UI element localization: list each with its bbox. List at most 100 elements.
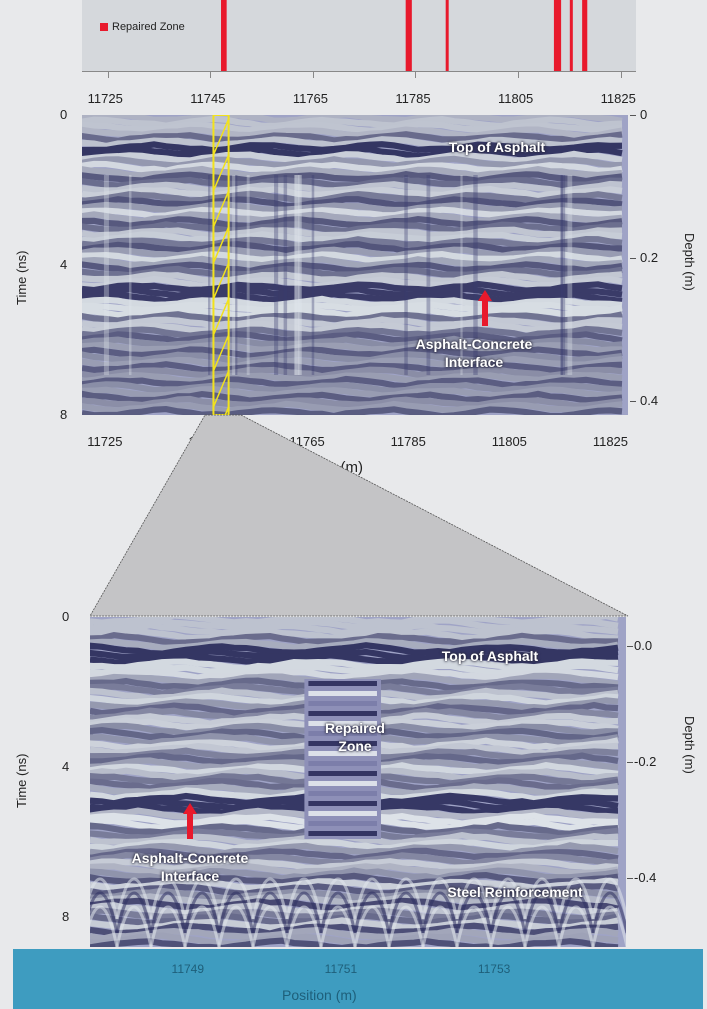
- overview-y2-tick: 0: [640, 107, 648, 122]
- rebar-hyperbola: [523, 891, 561, 934]
- gpr-vertical-streak: [274, 175, 279, 375]
- gpr-overview-panel: Top of Asphalt Asphalt-Concrete Interfac…: [82, 115, 628, 415]
- overview-y-label: Time (ns): [14, 250, 29, 305]
- repaired-zone-band: [308, 701, 377, 706]
- rebar-hyperbola: [115, 905, 153, 947]
- rebar-hyperbola: [523, 877, 561, 920]
- zoom-x-tick: 11751: [324, 962, 358, 976]
- rebar-hyperbola: [115, 877, 153, 920]
- gpr-reflection-band: [82, 115, 623, 130]
- rebar-hyperbola: [591, 891, 626, 934]
- highlight-hatch: [212, 226, 230, 264]
- zoom-x-tick: 11749: [171, 962, 205, 976]
- repaired-zone-band: [308, 801, 377, 806]
- overview-y-tick: 0: [60, 107, 68, 122]
- rebar-hyperbola: [421, 891, 459, 934]
- gpr-vertical-streak: [473, 175, 478, 375]
- legend-label: Repaired Zone: [112, 21, 185, 33]
- repaired-zone-bar: [445, 0, 449, 71]
- rebar-hyperbola: [217, 891, 255, 934]
- gpr-reflection-band: [90, 647, 619, 662]
- rebar-hyperbola: [591, 905, 626, 947]
- gpr-reflection-band: [90, 617, 619, 632]
- gpr-reflection-band: [82, 255, 623, 269]
- annotation-steel-reinforcement: Steel Reinforcement: [447, 884, 583, 900]
- rebar-hyperbola: [591, 877, 626, 920]
- repaired-zone-band: [308, 781, 377, 786]
- gpr-reflection-band: [82, 386, 623, 399]
- zoom-x-label: Position (m): [282, 987, 357, 1003]
- rebar-hyperbola: [353, 891, 391, 934]
- gpr-vertical-streak: [294, 175, 298, 375]
- gpr-zoom-panel: Top of Asphalt Repaired Zone Asphalt-Con…: [90, 617, 626, 947]
- rebar-hyperbola: [421, 877, 459, 920]
- highlight-hatch: [212, 154, 230, 192]
- repaired-zone-bars: [221, 0, 588, 71]
- overview-x-tick: 11825: [592, 434, 629, 449]
- highlight-hatch: [212, 118, 230, 156]
- gpr-reflection-band: [82, 190, 623, 205]
- zoom-y2-tick: -0.4: [634, 869, 657, 885]
- gpr-vertical-streak: [311, 175, 315, 375]
- gpr-reflection-band: [82, 241, 623, 255]
- tick-mark: [415, 71, 417, 78]
- gpr-reflection-band: [90, 862, 619, 877]
- gpr-reflection-band: [82, 346, 623, 360]
- annotation-asphalt-concrete-interface: Asphalt-Concrete Interface: [404, 335, 544, 371]
- rebar-hyperbola: [285, 891, 323, 934]
- zoom-y2-tick: 0.0: [634, 637, 653, 653]
- gpr-reflection-band: [82, 306, 623, 319]
- repaired-zone-band: [308, 821, 377, 826]
- highlight-hatch: [212, 190, 230, 228]
- overview-x-tick: 11765: [289, 434, 325, 449]
- gpr-reflection-band: [82, 395, 623, 409]
- rebar-hyperbola: [217, 877, 255, 920]
- gpr-vertical-streak: [297, 175, 302, 375]
- zoom-y-tick: 8: [62, 909, 70, 924]
- gpr-reflection-band: [90, 627, 619, 642]
- tick-mark: [630, 400, 636, 402]
- rebar-hyperbola: [149, 891, 187, 934]
- gpr-vertical-streak: [128, 175, 132, 375]
- rebar-hyperbola: [183, 891, 221, 934]
- rebar-hyperbola: [285, 877, 323, 920]
- tick-mark: [518, 71, 520, 78]
- gpr-reflection-band: [82, 301, 623, 314]
- repaired-zone-band: [308, 791, 377, 796]
- rebar-hyperbola: [387, 877, 425, 920]
- repaired-zone-band: [308, 761, 377, 766]
- highlight-hatch: [212, 370, 230, 408]
- gpr-reflection-band: [82, 126, 623, 140]
- rebar-hyperbola: [353, 877, 391, 920]
- repaired-zone-band: [308, 711, 377, 716]
- gpr-reflection-band: [82, 221, 623, 235]
- gpr-vertical-streak: [246, 175, 250, 375]
- gpr-vertical-streak: [404, 175, 408, 375]
- repaired-zone-band: [308, 771, 377, 776]
- highlight-hatch: [212, 262, 230, 300]
- gpr-reflection-band: [82, 325, 623, 340]
- zoom-y-tick: 0: [62, 609, 70, 624]
- repaired-zone-bar: [405, 0, 412, 71]
- rebar-hyperbola: [421, 905, 459, 947]
- rebar-hyperbola: [557, 891, 595, 934]
- strip-x-tick: 11765: [292, 91, 329, 106]
- tick-mark: [210, 71, 212, 78]
- gpr-vertical-streak: [232, 175, 236, 375]
- strip-x-tick: 11785: [395, 91, 431, 106]
- repaired-zone-band: [308, 721, 377, 726]
- gpr-reflection-band: [82, 280, 623, 294]
- rebar-hyperbola: [489, 891, 527, 934]
- gpr-vertical-streak: [283, 175, 288, 375]
- rebar-hyperbola: [557, 905, 595, 947]
- tick-mark: [107, 71, 109, 78]
- gpr-reflection-band: [82, 155, 623, 170]
- rebar-hyperbola: [183, 877, 221, 920]
- gpr-reflection-band: [82, 316, 623, 329]
- tick-mark: [630, 257, 636, 259]
- zoom-x-tick: 11753: [477, 962, 511, 976]
- zoom-y-label: Time (ns): [14, 753, 29, 808]
- rebar-hyperbola: [183, 905, 221, 947]
- gpr-vertical-streak: [460, 175, 463, 375]
- overview-x-tick: 11785: [390, 434, 426, 449]
